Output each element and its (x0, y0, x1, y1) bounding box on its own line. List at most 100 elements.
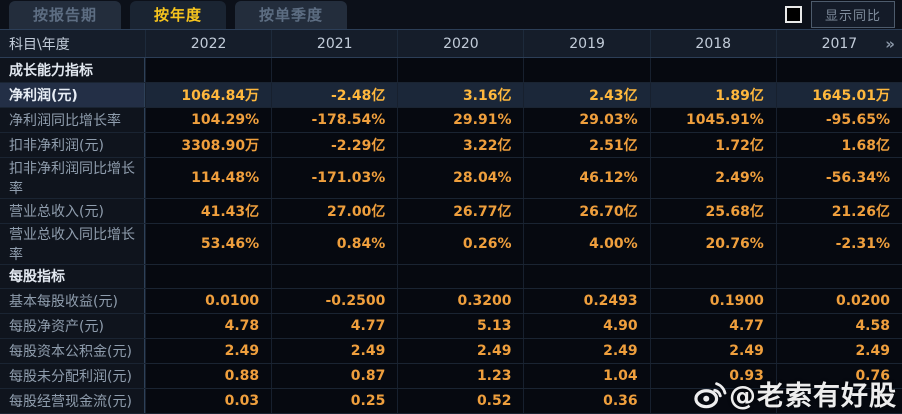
table-row[interactable]: 扣非净利润(元) 3308.90万 -2.29亿 3.22亿 2.51亿 1.72亿 1.6… (0, 132, 902, 158)
value-cell: 46.12% (523, 157, 649, 198)
value-cell: 4.78 (145, 314, 271, 339)
table-row[interactable]: 净利润(元) 1064.84万 -2.48亿 3.16亿 2.43亿 1.89亿 1645.… (0, 82, 902, 108)
value-cell (649, 264, 776, 289)
row-label: 每股指标 (0, 264, 145, 289)
value-cell: 53.46% (145, 223, 271, 264)
row-label: 营业总收入同比增长率 (0, 223, 145, 264)
value-cell (145, 264, 271, 289)
value-cell: 5.13 (397, 314, 523, 339)
table-row[interactable]: 每股净资产(元) 4.78 4.77 5.13 4.90 4.77 4.58 (0, 314, 902, 340)
value-cell: 4.77 (649, 314, 776, 339)
row-label: 每股经营现金流(元) (0, 389, 145, 413)
tab-by-year[interactable]: 按年度 (130, 1, 227, 29)
value-cell: 2.49 (523, 339, 649, 364)
value-cell (523, 58, 649, 82)
value-cell (145, 58, 271, 82)
value-cell: 29.03% (523, 107, 649, 132)
value-cell: 0.03 (145, 389, 271, 413)
value-cell (649, 58, 776, 82)
value-cell: 29.91% (397, 107, 523, 132)
table-row[interactable]: 营业总收入同比增长率 53.46% 0.84% 0.26% 4.00% 20.76% -2.… (0, 223, 902, 265)
value-cell: 114.48% (145, 157, 271, 198)
row-label: 净利润同比增长率 (0, 107, 145, 132)
show-yoy-button[interactable]: 显示同比 (810, 0, 895, 28)
section-row[interactable]: 每股指标 (0, 264, 902, 290)
value-cell: 21.26亿 (775, 198, 902, 223)
value-cell: 2.49 (649, 339, 776, 364)
value-cell: -0.2500 (271, 289, 397, 314)
value-cell: 4.58 (775, 314, 902, 339)
value-cell: 2.51亿 (523, 132, 649, 157)
value-cell: 41.43亿 (145, 198, 271, 223)
more-years-icon[interactable]: » (885, 34, 895, 53)
value-cell: 1.68亿 (775, 132, 902, 157)
value-cell: 1.04 (523, 364, 649, 389)
table-header: 科目\年度 2022 2021 2020 2019 2018 2017 » (0, 30, 902, 58)
value-cell: -2.29亿 (271, 132, 397, 157)
value-cell: 0.25 (271, 389, 397, 413)
value-cell: 2.49% (649, 157, 776, 198)
value-cell: -178.54% (271, 107, 397, 132)
value-cell: -2.31% (775, 223, 902, 264)
header-year-2018[interactable]: 2018 (649, 30, 776, 57)
value-cell (397, 58, 523, 82)
value-cell: 1045.91% (649, 107, 776, 132)
value-cell: 20.76% (649, 223, 776, 264)
value-cell: 3.22亿 (397, 132, 523, 157)
value-cell: 1.23 (397, 364, 523, 389)
value-cell: -56.34% (775, 157, 902, 198)
value-cell: 1645.01万 (775, 82, 902, 107)
value-cell: 104.29% (145, 107, 271, 132)
header-year-2021[interactable]: 2021 (271, 30, 397, 57)
value-cell (523, 264, 649, 289)
value-cell: 25.68亿 (649, 198, 776, 223)
row-label: 营业总收入(元) (0, 198, 145, 223)
show-yoy-checkbox[interactable] (784, 5, 802, 23)
row-label: 基本每股收益(元) (0, 289, 145, 314)
table-row[interactable]: 每股未分配利润(元) 0.88 0.87 1.23 1.04 0.93 0.76 (0, 364, 902, 390)
value-cell: 0.26% (397, 223, 523, 264)
table-row[interactable]: 营业总收入(元) 41.43亿 27.00亿 26.77亿 26.70亿 25.68亿 21… (0, 198, 902, 224)
value-cell: 4.00% (523, 223, 649, 264)
value-cell (271, 264, 397, 289)
value-cell: 0.0100 (145, 289, 271, 314)
header-year-2017-label: 2017 (821, 35, 858, 52)
value-cell: 0.84% (271, 223, 397, 264)
row-label: 每股资本公积金(元) (0, 339, 145, 364)
table-row[interactable]: 扣非净利润同比增长率 114.48% -171.03% 28.04% 46.12% 2.4… (0, 157, 902, 199)
value-cell: 2.49 (145, 339, 271, 364)
value-cell: 4.90 (523, 314, 649, 339)
value-cell (775, 58, 902, 82)
section-row[interactable]: 成长能力指标 (0, 58, 902, 83)
header-year-2020[interactable]: 2020 (397, 30, 523, 57)
table-row[interactable]: 基本每股收益(元) 0.0100 -0.2500 0.3200 0.2493 0.1900… (0, 289, 902, 315)
row-label: 扣非净利润同比增长率 (0, 157, 145, 198)
value-cell: 1.72亿 (649, 132, 776, 157)
value-cell: 2.49 (397, 339, 523, 364)
header-year-2022[interactable]: 2022 (145, 30, 271, 57)
value-cell: 2.49 (271, 339, 397, 364)
table-row[interactable]: 每股经营现金流(元) 0.03 0.25 0.52 0.36 (0, 389, 902, 414)
value-cell: -171.03% (271, 157, 397, 198)
value-cell: 3.16亿 (397, 82, 523, 107)
header-year-2017[interactable]: 2017 » (775, 30, 902, 57)
value-cell: 0.88 (145, 364, 271, 389)
value-cell: 2.43亿 (523, 82, 649, 107)
value-cell (649, 389, 776, 413)
table-row[interactable]: 每股资本公积金(元) 2.49 2.49 2.49 2.49 2.49 2.49 (0, 339, 902, 365)
header-controls: 显示同比 (784, 0, 902, 29)
tab-by-quarter[interactable]: 按单季度 (235, 1, 348, 29)
value-cell: 2.49 (775, 339, 902, 364)
value-cell: -95.65% (775, 107, 902, 132)
value-cell: 1064.84万 (145, 82, 271, 107)
value-cell (397, 264, 523, 289)
table-row[interactable]: 净利润同比增长率 104.29% -178.54% 29.91% 29.03% 1045.… (0, 107, 902, 133)
value-cell: 0.1900 (649, 289, 776, 314)
tab-by-report-period[interactable]: 按报告期 (9, 1, 122, 29)
row-label: 每股净资产(元) (0, 314, 145, 339)
row-label: 成长能力指标 (0, 58, 145, 82)
header-year-2019[interactable]: 2019 (523, 30, 649, 57)
value-cell: 1.89亿 (649, 82, 776, 107)
header-subject-year: 科目\年度 (9, 36, 70, 53)
